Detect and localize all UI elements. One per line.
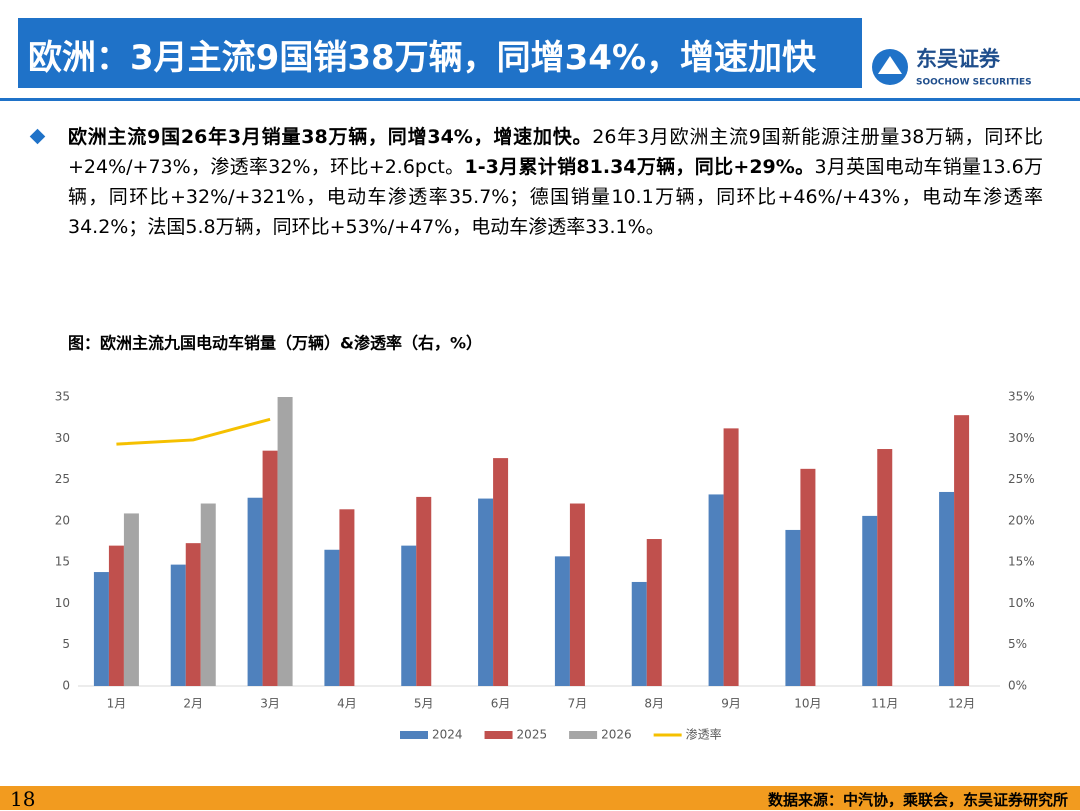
y-tick-label: 10 xyxy=(55,596,70,610)
legend-label: 2025 xyxy=(517,728,548,742)
bar xyxy=(416,496,432,686)
line xyxy=(116,417,271,446)
bar xyxy=(401,545,417,686)
bar xyxy=(93,572,109,686)
plot xyxy=(93,397,970,686)
text-segment: 26年3月欧洲主流9国新能源注册量38万辆，同环比+24%/+73%，渗透率32… xyxy=(68,126,1043,178)
y2-tick-label: 0% xyxy=(1008,679,1027,693)
bar xyxy=(247,497,263,686)
text-segment: 3月英国电动车销量13.6万辆，同环比+32%/+321%，电动车渗透率35.7… xyxy=(68,156,1043,238)
y2-tick-label: 10% xyxy=(1008,596,1035,610)
x-tick-label: 6月 xyxy=(491,697,511,711)
y-tick-label: 15 xyxy=(55,555,70,569)
legend-label: 渗透率 xyxy=(686,727,722,742)
y-tick-label: 0 xyxy=(62,679,70,693)
bar xyxy=(723,428,739,686)
bar xyxy=(493,458,509,686)
y-tick-label: 20 xyxy=(55,513,70,527)
bar xyxy=(954,415,970,686)
x-tick-label: 11月 xyxy=(871,697,898,711)
legend-swatch xyxy=(569,731,598,739)
bar xyxy=(554,556,570,686)
logo-name: 东吴证券 xyxy=(916,47,1001,71)
bar xyxy=(262,450,278,686)
y2-tick-label: 25% xyxy=(1008,472,1035,486)
legend-label: 2026 xyxy=(601,728,632,742)
bar xyxy=(877,449,893,686)
bar xyxy=(478,498,494,686)
bullet-icon xyxy=(29,128,46,145)
y2-tick-label: 30% xyxy=(1008,431,1035,445)
logo-sub: SOOCHOW SECURITIES xyxy=(916,78,1032,88)
logo: 东吴证券 SOOCHOW SECURITIES xyxy=(872,47,1032,88)
x-tick-label: 7月 xyxy=(568,697,588,711)
divider xyxy=(0,98,1080,101)
y2-tick-label: 15% xyxy=(1008,555,1035,569)
x-tick-label: 1月 xyxy=(107,697,127,711)
y-tick-label: 25 xyxy=(55,472,70,486)
footer-bar xyxy=(0,786,1080,810)
y-tick-label: 5 xyxy=(62,637,70,651)
bar xyxy=(862,515,878,686)
bar xyxy=(324,549,340,686)
x-tick-label: 12月 xyxy=(948,697,975,711)
bar xyxy=(277,397,293,686)
bullet-text: 欧洲主流9国26年3月销量38万辆，同增34%，增速加快。26年3月欧洲主流9国… xyxy=(68,122,1043,242)
bar xyxy=(708,494,724,686)
text-segment: 欧洲主流9国26年3月销量38万辆，同增34%，增速加快。 xyxy=(68,126,593,148)
x-tick-label: 10月 xyxy=(794,697,821,711)
bar xyxy=(939,491,955,686)
x-tick-label: 9月 xyxy=(721,697,741,711)
bar xyxy=(339,509,355,686)
y-tick-label: 35 xyxy=(55,390,70,404)
x-tick-label: 5月 xyxy=(414,697,434,711)
y2-tick-label: 35% xyxy=(1008,390,1035,404)
title: 欧洲：3月主流9国销38万辆，同增34%，增速加快 xyxy=(28,38,817,78)
y2-tick-label: 5% xyxy=(1008,637,1027,651)
legend-swatch xyxy=(484,731,513,739)
bar xyxy=(200,503,216,686)
x-tick-label: 2月 xyxy=(183,697,203,711)
legend-label: 2024 xyxy=(432,728,463,742)
y-tick-label: 30 xyxy=(55,431,70,445)
legend-swatch xyxy=(400,731,428,739)
bar xyxy=(646,539,662,686)
bar xyxy=(800,468,816,686)
chart: 图：欧洲主流九国电动车销量（万辆）&渗透率（右，%） 0510152025303… xyxy=(55,334,1035,742)
bar xyxy=(108,545,124,686)
bar xyxy=(185,543,201,686)
x-tick-label: 8月 xyxy=(644,697,664,711)
source: 数据来源：中汽协，乘联会，东吴证券研究所 xyxy=(767,791,1068,809)
bar xyxy=(170,564,186,686)
y2-tick-label: 20% xyxy=(1008,513,1035,527)
bar xyxy=(631,581,647,686)
bar xyxy=(785,529,801,686)
x-tick-label: 3月 xyxy=(260,697,280,711)
title-bar: 欧洲：3月主流9国销38万辆，同增34%，增速加快 xyxy=(18,18,862,88)
chart-title: 图：欧洲主流九国电动车销量（万辆）&渗透率（右，%） xyxy=(68,334,482,353)
page-number: 18 xyxy=(10,787,36,811)
x-tick-label: 4月 xyxy=(337,697,357,711)
text-segment: 1-3月累计销81.34万辆，同比+29%。 xyxy=(464,156,815,178)
bar xyxy=(569,503,585,686)
bar xyxy=(123,513,139,686)
